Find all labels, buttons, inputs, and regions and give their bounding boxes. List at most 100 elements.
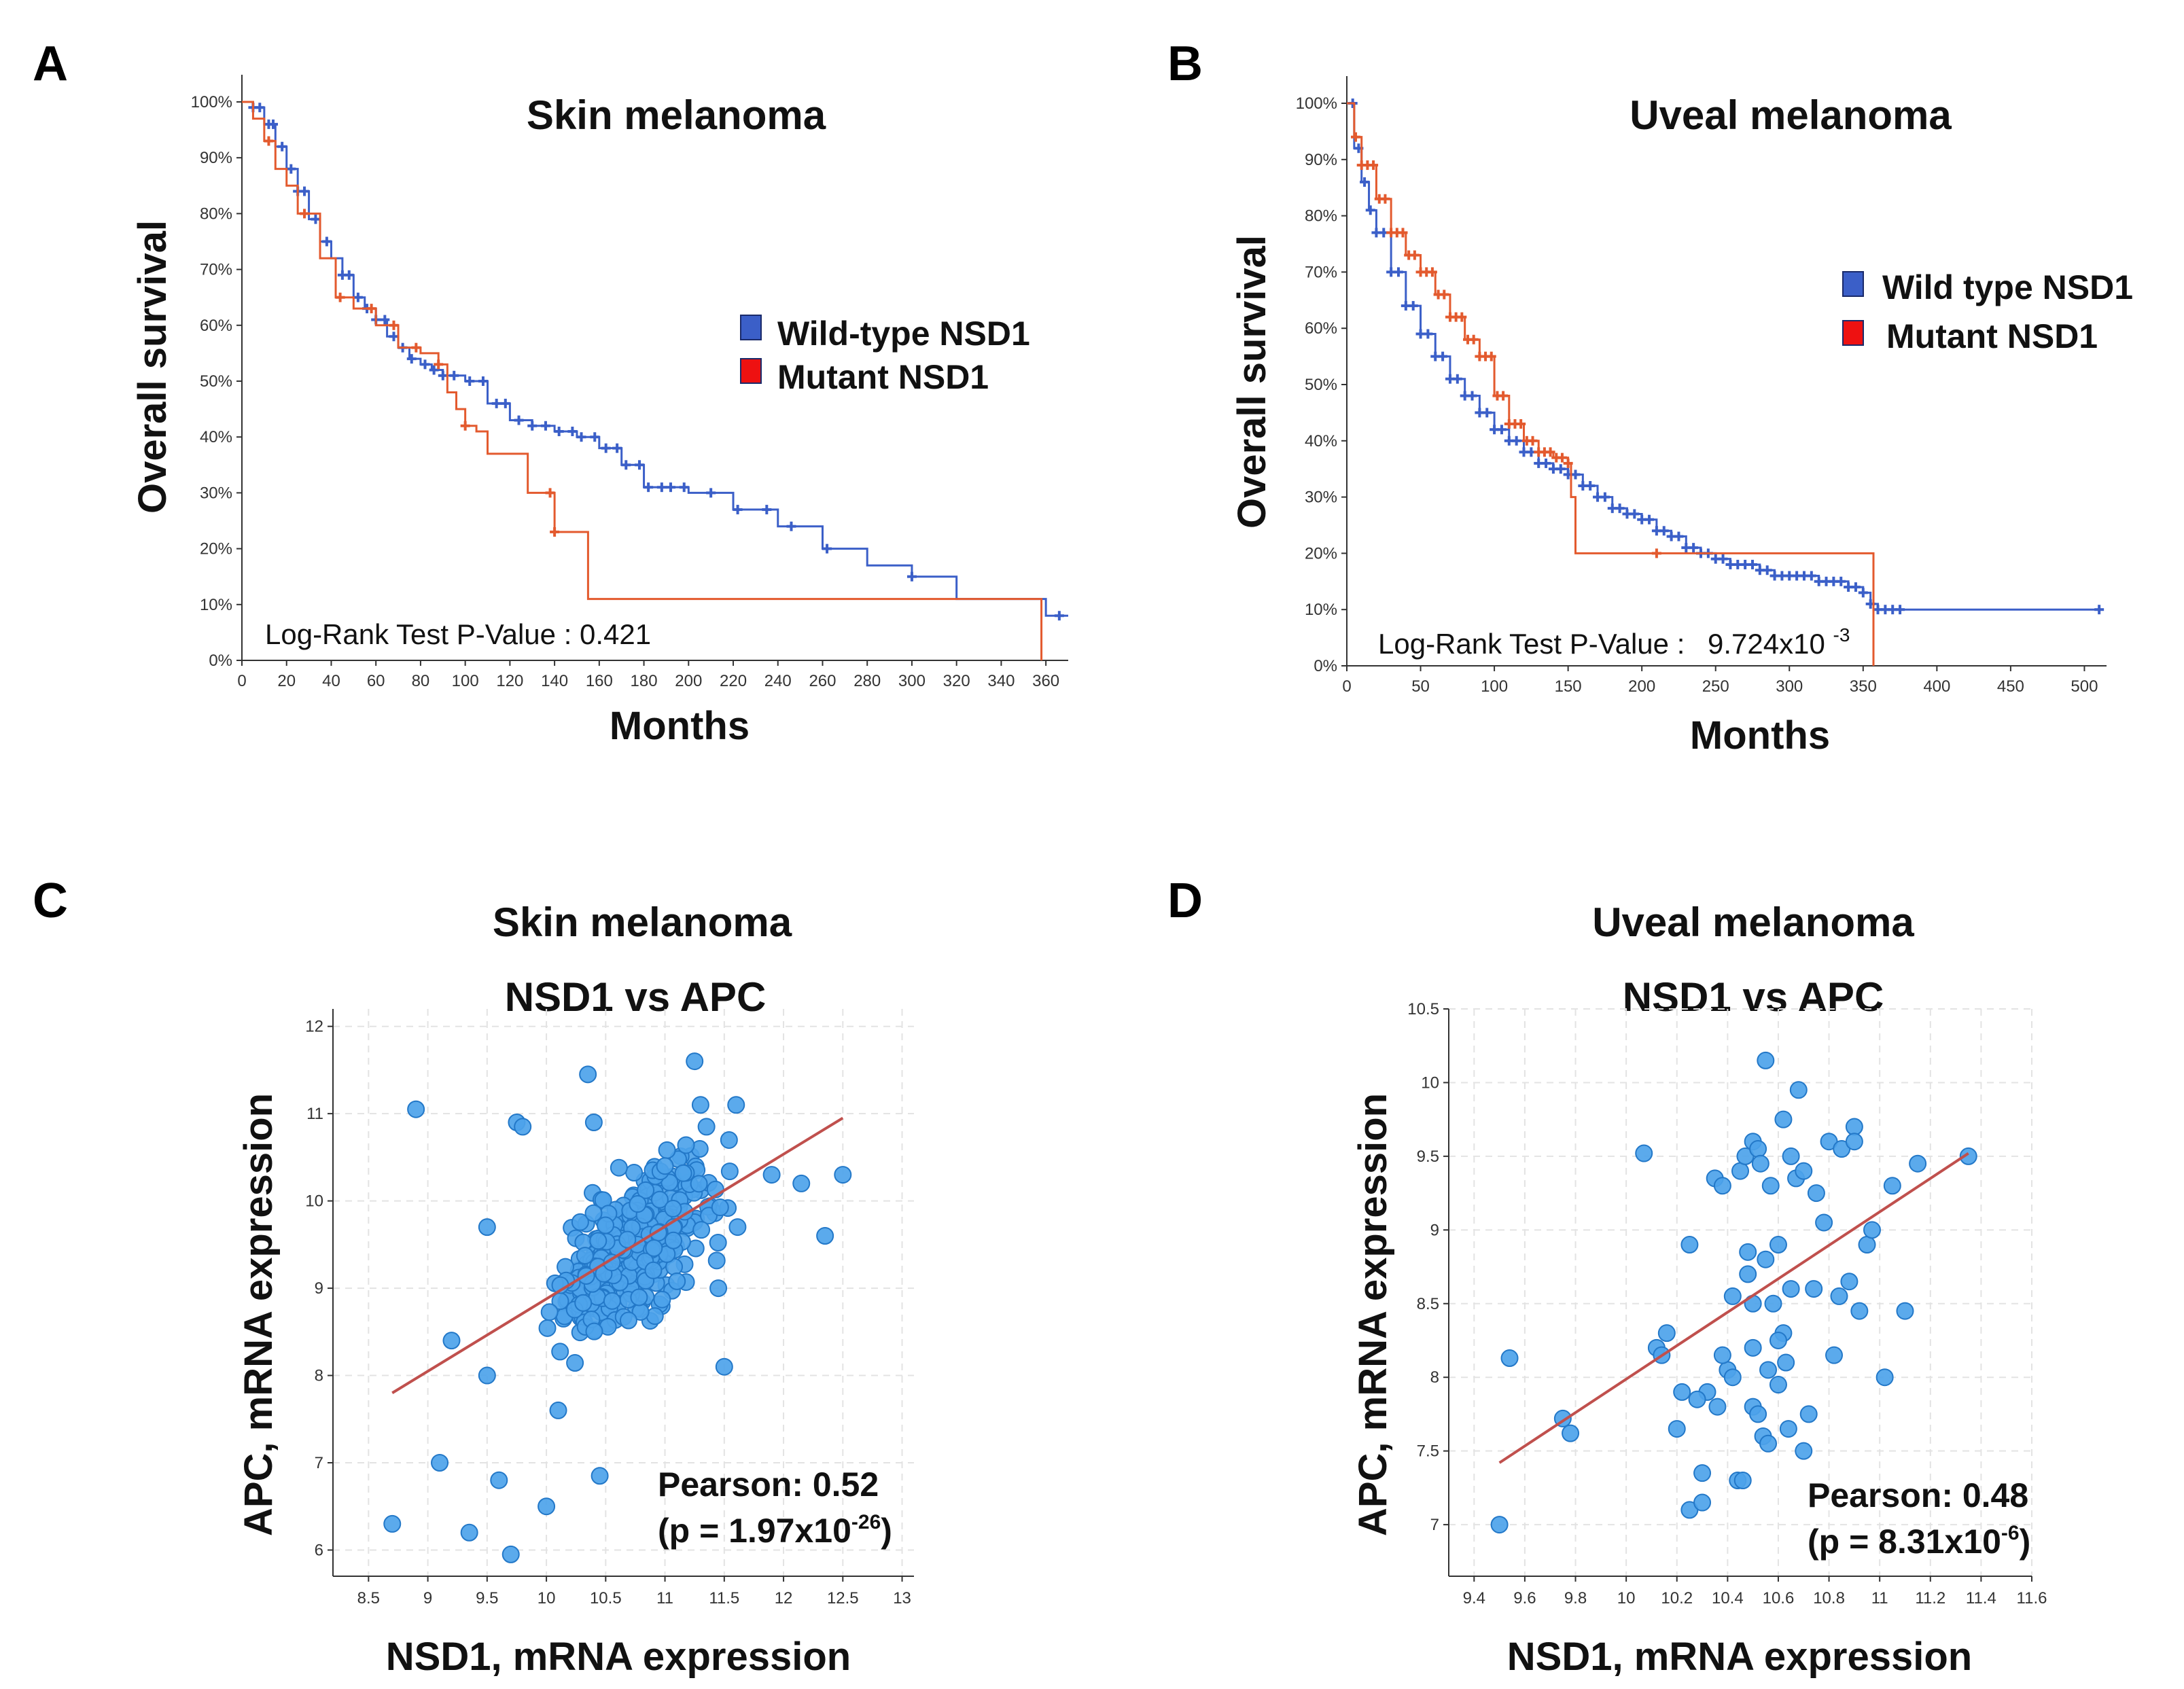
censor-mark xyxy=(1528,435,1538,446)
censor-mark xyxy=(255,103,265,113)
scatter-point xyxy=(1693,1464,1712,1482)
x-tick-label: 350 xyxy=(1850,677,1877,696)
scatter-point xyxy=(686,1052,704,1071)
x-tick-label: 60 xyxy=(367,672,385,690)
x-tick-label: 340 xyxy=(987,672,1015,690)
censor-mark xyxy=(500,398,510,408)
scatter-point xyxy=(630,1288,648,1306)
scatter-point xyxy=(1774,1110,1793,1128)
chart-b-logrank-text: Log-Rank Test P-Value : 9.724x10 -3 xyxy=(1378,624,1850,660)
panel-letter-d: D xyxy=(1167,874,1203,928)
x-tick-label: 0 xyxy=(1342,677,1351,696)
scatter-point xyxy=(596,1216,614,1234)
chart-a-xlabel: Months xyxy=(610,704,750,748)
scatter-point xyxy=(1749,1140,1767,1158)
chart-b-legend: Wild type NSD1 Mutant NSD1 xyxy=(1842,268,2133,355)
scatter-point xyxy=(658,1141,676,1159)
censor-mark xyxy=(1858,588,1868,598)
censor-mark xyxy=(389,320,399,330)
censor-mark xyxy=(264,136,274,146)
censor-mark xyxy=(1651,548,1661,558)
scatter-point xyxy=(728,1218,747,1237)
panel-letter-a: A xyxy=(33,37,68,91)
censor-mark xyxy=(1408,301,1418,311)
scatter-point xyxy=(816,1227,834,1245)
scatter-point xyxy=(664,1199,682,1217)
scatter-point xyxy=(715,1357,733,1376)
y-tick-label: 10.5 xyxy=(1407,1000,1439,1018)
censor-mark xyxy=(1644,514,1655,525)
panel-b-km-chart: Uveal melanoma 0% 10% 20% 30% 40% 50% 60% 70% 80… xyxy=(1230,76,2133,758)
scatter-point xyxy=(1723,1368,1742,1387)
censor-mark xyxy=(465,376,475,386)
y-tick-label: 6 xyxy=(315,1541,323,1559)
x-tick-label: 11 xyxy=(656,1589,673,1607)
censor-mark xyxy=(311,214,321,224)
censor-mark xyxy=(268,119,279,129)
chart-a-title: Skin melanoma xyxy=(527,92,826,138)
scatter-point xyxy=(1805,1280,1823,1298)
x-tick-label: 100 xyxy=(1481,677,1508,696)
scatter-point xyxy=(442,1332,461,1350)
chart-a-ylabel: Overall survival xyxy=(130,220,175,514)
pvalue-suffix: ) xyxy=(881,1512,892,1550)
scatter-point xyxy=(1668,1420,1686,1438)
legend-label-mutant: Mutant NSD1 xyxy=(1886,317,2098,355)
chart-d-pearson: Pearson: 0.48 xyxy=(1808,1476,2028,1514)
pvalue-suffix: ) xyxy=(2020,1523,2031,1561)
x-tick-label: 120 xyxy=(496,672,523,690)
censor-mark xyxy=(1452,374,1462,384)
y-tick-label: 11 xyxy=(306,1105,323,1123)
x-tick-label: 9.4 xyxy=(1463,1589,1485,1607)
censor-mark xyxy=(514,415,524,425)
scatter-point xyxy=(653,1290,671,1309)
censor-mark xyxy=(545,488,555,498)
censor-mark xyxy=(1482,408,1492,418)
censor-mark xyxy=(1427,267,1437,277)
censor-mark xyxy=(1365,205,1375,215)
y-tick-label: 60% xyxy=(200,317,232,335)
censor-mark xyxy=(590,432,600,442)
censor-mark xyxy=(300,209,310,219)
scatter-point xyxy=(1759,1361,1778,1379)
chart-a-plot-area xyxy=(241,75,1068,661)
censor-mark xyxy=(1630,509,1640,519)
censor-mark xyxy=(1496,425,1507,435)
y-tick-label: 100% xyxy=(1296,94,1337,113)
censor-mark xyxy=(420,359,430,370)
y-tick-label: 20% xyxy=(1305,544,1337,563)
censor-mark xyxy=(277,141,287,152)
censor-mark xyxy=(366,304,376,314)
scatter-point xyxy=(538,1497,556,1516)
scatter-point xyxy=(677,1136,695,1154)
legend-swatch-wildtype xyxy=(1842,271,1864,297)
km-curve-wildtype xyxy=(1347,102,2102,611)
scatter-point xyxy=(1761,1177,1780,1195)
y-tick-label: 80% xyxy=(1305,207,1337,226)
x-tick-label: 10.6 xyxy=(1763,1589,1795,1607)
censor-mark xyxy=(706,488,716,498)
y-tick-label: 40% xyxy=(1305,432,1337,450)
y-tick-label: 30% xyxy=(1305,488,1337,507)
scatter-point xyxy=(431,1454,449,1472)
scatter-point xyxy=(637,1181,655,1199)
y-tick-label: 7 xyxy=(1430,1516,1439,1534)
scatter-point xyxy=(1739,1243,1757,1261)
scatter-point xyxy=(1673,1383,1691,1401)
scatter-point xyxy=(1680,1236,1699,1254)
censor-mark xyxy=(1467,391,1477,401)
km-curve-mutant xyxy=(1347,102,1875,666)
censor-mark xyxy=(434,359,444,370)
censor-mark xyxy=(679,482,689,493)
scatter-point xyxy=(1490,1516,1509,1534)
censor-mark xyxy=(1585,481,1596,491)
censor-mark xyxy=(1511,435,1521,446)
censor-mark xyxy=(612,443,622,453)
y-tick-label: 100% xyxy=(191,93,232,111)
logrank-value: 9.724x10 xyxy=(1708,628,1825,660)
censor-mark xyxy=(460,421,470,431)
censor-mark xyxy=(353,292,363,302)
chart-a-logrank-text: Log-Rank Test P-Value : 0.421 xyxy=(265,618,651,650)
scatter-point xyxy=(566,1354,584,1372)
y-tick-label: 60% xyxy=(1305,319,1337,338)
